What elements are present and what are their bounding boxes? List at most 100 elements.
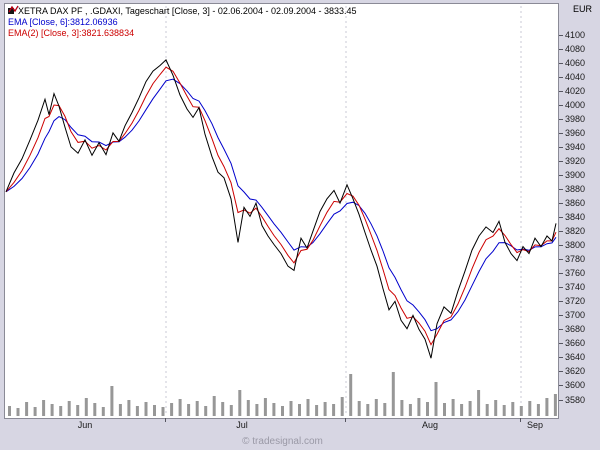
y-axis-tick: 3640 — [559, 353, 585, 362]
y-axis-tick-label: 3680 — [565, 324, 586, 335]
y-axis-tick: 3860 — [559, 197, 586, 208]
y-axis-tick: 3700 — [559, 311, 585, 320]
legend-item-ema6[interactable]: EMA [Close, 6]:3812.06936 — [8, 5, 357, 27]
legend-item-ema3[interactable]: EMA(2) [Close, 3]:3821.638834 — [8, 5, 357, 38]
y-axis-tick: 3940 — [559, 141, 586, 152]
y-axis-tick: 3960 — [559, 127, 586, 138]
y-axis-tick-label: 3740 — [565, 282, 586, 293]
y-axis-tick: 3580 — [559, 394, 586, 405]
x-axis-label-sep: Sep — [526, 420, 544, 430]
ema6-line — [5, 78, 557, 332]
x-axis-label-aug: Aug — [421, 420, 439, 430]
tick-mark — [559, 231, 563, 233]
y-axis-tick: 3980 — [559, 113, 586, 124]
y-axis-tick: 3820 — [559, 227, 585, 236]
chart-plot-area[interactable]: XETRA DAX PF , .GDAXI, Tageschart [Close… — [4, 3, 559, 419]
tick-mark — [559, 146, 563, 148]
tick-mark — [559, 188, 563, 190]
tick-mark — [559, 34, 563, 36]
legend-ema3-label: EMA(2) [Close, 3]:3821.638834 — [8, 27, 135, 38]
y-axis-tick-label: 3920 — [565, 155, 586, 166]
tick-mark — [559, 118, 563, 120]
y-axis-tick-label: 3880 — [565, 183, 586, 194]
tick-mark — [559, 259, 563, 261]
y-axis-tick: 4000 — [559, 99, 586, 110]
y-axis-tick: 3800 — [559, 241, 585, 250]
tick-mark — [559, 62, 563, 64]
y-axis-tick-label: 3580 — [565, 394, 586, 405]
currency-label: EUR — [572, 4, 592, 14]
y-axis-tick-label: 3940 — [565, 141, 586, 152]
volume-bars — [8, 372, 557, 416]
y-axis-tick-label: 3960 — [565, 127, 586, 138]
y-axis-tick-label: 3660 — [565, 338, 586, 349]
tick-mark — [559, 48, 563, 50]
y-axis-tick: 3740 — [559, 283, 585, 292]
y-axis-tick: 4100 — [559, 29, 586, 40]
y-axis-tick-label: 3820 — [565, 226, 586, 237]
y-axis-tick: 3620 — [559, 367, 585, 376]
y-axis-tick: 3880 — [559, 183, 586, 194]
tick-mark — [559, 329, 563, 331]
tick-mark — [559, 217, 563, 218]
y-axis-tick-label: 3780 — [565, 254, 586, 265]
tick-mark — [559, 245, 563, 247]
tick-mark — [559, 76, 563, 78]
y-axis-tick-label: 3760 — [565, 268, 586, 279]
y-axis-tick-label: 3900 — [565, 169, 586, 180]
x-axis-label-jul: Jul — [236, 420, 248, 430]
y-axis-tick-label: 3840 — [565, 212, 586, 222]
tick-mark — [559, 273, 563, 275]
tick-mark — [559, 357, 563, 359]
legend-price-label: XETRA DAX PF , .GDAXI, Tageschart [Close… — [18, 5, 357, 16]
watermark: © tradesignal.com — [242, 436, 323, 447]
y-axis-tick-label: 4080 — [565, 43, 586, 54]
y-axis-tick: 4080 — [559, 43, 586, 54]
tick-mark — [559, 399, 563, 401]
y-axis-tick: 3600 — [559, 381, 585, 390]
y-axis-tick-label: 3860 — [565, 197, 586, 208]
y-axis-tick: 3760 — [559, 269, 585, 278]
tick-mark — [559, 104, 563, 106]
y-axis-tick: 3660 — [559, 339, 585, 348]
y-axis-tick: 4060 — [559, 58, 585, 68]
price-line — [5, 59, 557, 359]
price-chart-canvas — [5, 6, 557, 416]
y-axis-tick: 3720 — [559, 297, 585, 306]
y-axis-tick-label: 3620 — [565, 366, 586, 377]
tick-mark — [559, 371, 563, 373]
y-axis-tick-label: 4020 — [565, 85, 586, 96]
y-axis-tick-label: 4100 — [565, 29, 586, 40]
tick-mark — [559, 160, 563, 162]
x-axis-tick — [345, 418, 346, 422]
tick-mark — [559, 385, 563, 387]
y-axis-tick: 4020 — [559, 85, 586, 96]
y-axis-tick: 3680 — [559, 325, 585, 334]
tick-mark — [559, 287, 563, 289]
tick-mark — [559, 132, 563, 134]
tick-mark — [559, 90, 563, 92]
y-axis-tick-label: 4000 — [565, 99, 586, 110]
line-series-icon — [8, 5, 19, 13]
tick-mark — [559, 174, 563, 176]
chart-legend: XETRA DAX PF , .GDAXI, Tageschart [Close… — [8, 5, 357, 38]
y-axis-tick: 3900 — [559, 169, 586, 180]
y-axis-tick-label: 3700 — [565, 310, 586, 321]
legend-ema6-label: EMA [Close, 6]:3812.06936 — [8, 16, 118, 27]
legend-item-price[interactable]: XETRA DAX PF , .GDAXI, Tageschart [Close… — [8, 5, 357, 16]
y-axis-tick-label: 4040 — [565, 71, 586, 82]
y-axis[interactable]: 4100 4080 4060 4040 4020 4000 3980 3960 3940 3920… — [559, 0, 600, 450]
y-axis-tick-label: 3980 — [565, 113, 586, 124]
ema3-line — [5, 66, 557, 346]
x-axis-label-jun: Jun — [77, 420, 93, 430]
y-axis-tick: 3840 — [559, 213, 585, 222]
tick-mark — [559, 301, 563, 303]
y-axis-tick-label: 3640 — [565, 352, 586, 363]
x-axis-tick — [165, 418, 166, 422]
y-axis-tick-label: 3600 — [565, 380, 586, 391]
tick-mark — [559, 202, 563, 204]
tick-mark — [559, 343, 563, 345]
y-axis-tick-label: 3720 — [565, 296, 586, 307]
y-axis-tick-label: 3800 — [565, 240, 586, 251]
